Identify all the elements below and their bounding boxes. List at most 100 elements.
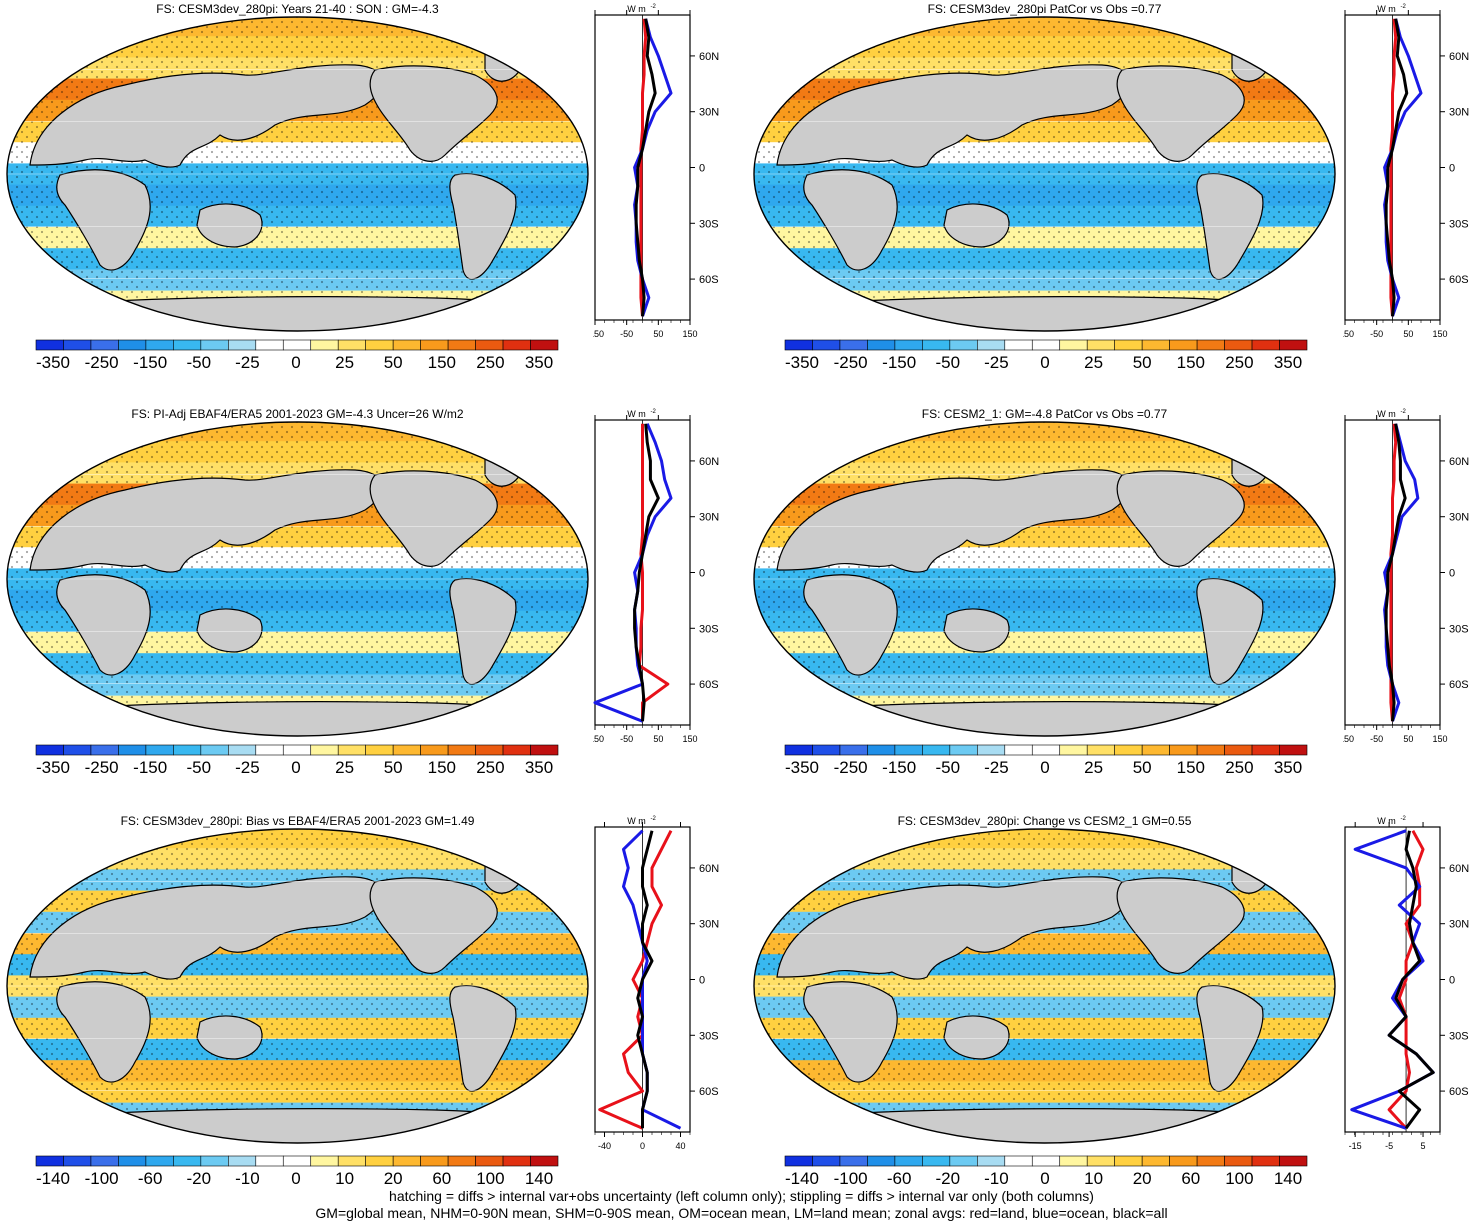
- colorbar-swatch: [228, 1155, 257, 1167]
- zonal-x-tick-label: -50: [1370, 329, 1383, 339]
- colorbar-swatch: [337, 339, 366, 351]
- world-map: [6, 828, 589, 1144]
- zonal-x-tick-label: 0: [640, 1141, 645, 1151]
- land-africa: [56, 169, 151, 271]
- colorbar-tick-label: 25: [1084, 353, 1104, 372]
- land-antarctica: [44, 296, 566, 331]
- colorbar-tick-label: 100: [476, 1169, 505, 1188]
- colorbar-tick-label: -250: [833, 758, 868, 777]
- colorbar-swatch: [282, 1155, 312, 1167]
- footer-legend-note: GM=global mean, NHM=0-90N mean, SHM=0-90…: [315, 1205, 1168, 1221]
- colorbar-swatch: [365, 1155, 394, 1167]
- zonal-x-tick-label: 50: [653, 734, 663, 744]
- latitude-label: 60S: [1449, 274, 1469, 286]
- colorbar-tick-label: -20: [186, 1169, 212, 1188]
- colorbar-tick-label: 150: [1176, 758, 1205, 777]
- panel-title: FS: CESM3dev_280pi PatCor vs Obs =0.77: [927, 2, 1162, 16]
- zonal-x-tick-label: -5: [1385, 1141, 1393, 1151]
- colorbar-swatch: [949, 744, 978, 756]
- colorbar-swatch: [922, 1155, 951, 1167]
- zonal-x-tick-label: 150: [1432, 734, 1447, 744]
- colorbar-tick-label: 0: [291, 353, 301, 372]
- colorbar-swatch: [839, 1155, 868, 1167]
- zonal-x-tick-label: -150: [1343, 734, 1354, 744]
- colorbar-swatch: [1031, 744, 1061, 756]
- colorbar-swatch: [282, 744, 312, 756]
- world-map: [753, 16, 1336, 332]
- colorbar-tick-label: 50: [383, 353, 403, 372]
- colorbar-swatch: [1141, 744, 1170, 756]
- colorbar-swatch: [1031, 339, 1061, 351]
- colorbar-swatch: [1031, 1155, 1061, 1167]
- zonal-x-tick-label: 5: [1421, 1141, 1426, 1151]
- colorbar-tick-label: 20: [1132, 1169, 1152, 1188]
- colorbar-tick-label: -60: [137, 1169, 163, 1188]
- latitude-label: 0: [1449, 568, 1455, 580]
- colorbar: [35, 744, 559, 756]
- colorbar-swatch: [1114, 744, 1143, 756]
- colorbar-swatch: [420, 1155, 449, 1167]
- zonal-mean-plot: W m -2 -150 -50 50 150 60N 30N 0 30S 60S: [593, 4, 719, 339]
- zonal-mean-plot: W m -2 -150 -50 50 150 60N 30N 0 30S 60S: [593, 409, 719, 744]
- colorbar-swatch: [420, 744, 449, 756]
- zonal-unit-exponent: -2: [1401, 4, 1407, 10]
- colorbar-swatch: [1004, 339, 1033, 351]
- latitude-label: 60N: [1449, 51, 1469, 63]
- colorbar-tick-label: 25: [1084, 758, 1104, 777]
- latitude-label: 30N: [1449, 919, 1469, 931]
- colorbar-swatch: [502, 339, 531, 351]
- colorbar-tick-label: -150: [133, 758, 168, 777]
- colorbar-swatch: [365, 339, 394, 351]
- zonal-x-tick-label: 40: [675, 1141, 685, 1151]
- zonal-line-land: [1387, 829, 1425, 1130]
- colorbar-tick-label: 0: [1040, 1169, 1050, 1188]
- colorbar-swatch: [839, 339, 868, 351]
- colorbar-swatch: [63, 339, 92, 351]
- colorbar-tick-label: -140: [784, 1169, 820, 1188]
- land-africa: [803, 981, 898, 1083]
- latitude-label: 60S: [1449, 679, 1469, 691]
- colorbar-tick-label: 350: [1273, 758, 1303, 777]
- colorbar-swatch: [310, 744, 339, 756]
- zonal-unit-label: W m: [627, 816, 646, 826]
- colorbar-swatch: [35, 744, 64, 756]
- colorbar-swatch: [530, 744, 559, 756]
- colorbar-swatch: [922, 744, 951, 756]
- colorbar-labels: -350 -250 -150 -50 -25 0 25 50 150 250 350: [35, 758, 557, 780]
- zonal-mean-plot: W m -2 -15 -5 5 60N 30N 0 30S 60S: [1344, 816, 1469, 1151]
- colorbar-swatch: [1141, 339, 1170, 351]
- zonal-unit-exponent: -2: [651, 816, 657, 822]
- zonal-x-tick-label: 50: [1403, 734, 1413, 744]
- colorbar-swatch: [812, 339, 841, 351]
- colorbar-swatch: [90, 1155, 119, 1167]
- latitude-label: 60S: [699, 679, 719, 691]
- latitude-label: 60S: [699, 1086, 719, 1098]
- colorbar-swatch: [530, 339, 559, 351]
- colorbar-swatch: [200, 1155, 229, 1167]
- colorbar-swatch: [173, 1155, 202, 1167]
- colorbar-labels: -140 -100 -60 -20 -10 0 10 20 60 100 140: [35, 1169, 557, 1191]
- colorbar-tick-label: -10: [984, 1169, 1009, 1188]
- colorbar-swatch: [894, 339, 923, 351]
- zonal-line-all: [634, 18, 657, 317]
- colorbar-swatch: [1141, 1155, 1170, 1167]
- colorbar-swatch: [1251, 1155, 1280, 1167]
- colorbar-tick-label: -250: [833, 353, 868, 372]
- latitude-label: 60N: [699, 51, 719, 63]
- colorbar-tick-label: -25: [235, 353, 260, 372]
- zonal-line-land: [637, 423, 670, 722]
- latitude-label: 30N: [699, 107, 719, 119]
- colorbar-swatch: [1169, 339, 1198, 351]
- colorbar-tick-label: -150: [882, 353, 917, 372]
- colorbar-swatch: [145, 744, 174, 756]
- colorbar-swatch: [475, 744, 504, 756]
- colorbar-swatch: [1086, 744, 1115, 756]
- zonal-x-tick-label: -15: [1349, 1141, 1362, 1151]
- zonal-line-all: [636, 830, 654, 1129]
- colorbar-tick-label: 60: [1181, 1169, 1201, 1188]
- colorbar-labels: -350 -250 -150 -50 -25 0 25 50 150 250 350: [784, 353, 1306, 375]
- colorbar-swatch: [145, 339, 174, 351]
- colorbar-tick-label: 350: [1273, 353, 1303, 372]
- colorbar-swatch: [337, 1155, 366, 1167]
- colorbar-swatch: [784, 744, 813, 756]
